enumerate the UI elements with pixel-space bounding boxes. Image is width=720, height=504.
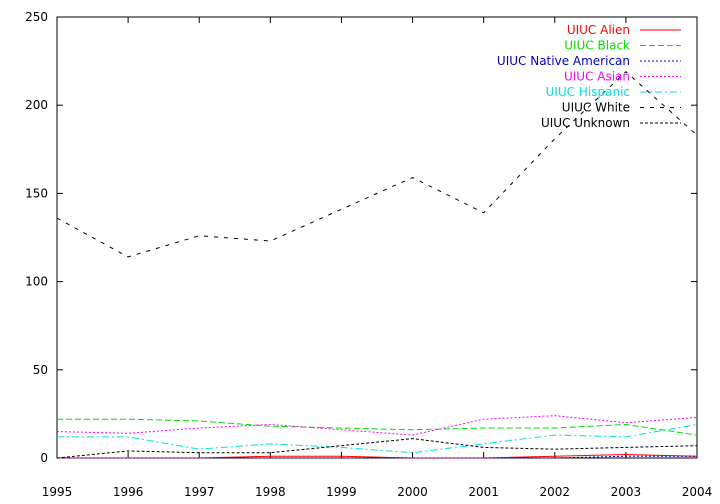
y-tick-label: 200 — [25, 98, 48, 112]
x-tick-label: 1997 — [184, 485, 215, 499]
series-lines — [56, 71, 698, 459]
legend-label: UIUC Unknown — [541, 116, 630, 130]
x-tick-label: 1995 — [42, 485, 73, 499]
axis-ticks: 1995 1996 1997 1998 1999 2000 2001 2002 2003 2004… — [25, 10, 712, 499]
legend-label: UIUC Alien — [567, 23, 630, 37]
legend-label: UIUC Black — [564, 39, 630, 53]
x-tick-label: 2003 — [611, 485, 642, 499]
x-tick-label: 2000 — [397, 485, 428, 499]
series-line-uiuc-alien — [57, 453, 698, 459]
y-tick-label: 50 — [33, 363, 48, 377]
series-line-uiuc-hispanic — [57, 423, 698, 454]
x-tick-label: 2004 — [682, 485, 713, 499]
series-line-uiuc-black — [57, 418, 698, 436]
series-line-uiuc-native-american — [57, 455, 697, 459]
series-line-uiuc-unknown — [56, 438, 698, 459]
x-tick-label: 2002 — [540, 485, 571, 499]
y-tick-label: 0 — [40, 451, 48, 465]
x-tick-label: 1998 — [255, 485, 286, 499]
legend-label: UIUC Hispanic — [546, 85, 630, 99]
legend-label: UIUC White — [562, 101, 630, 115]
y-tick-label: 100 — [25, 275, 48, 289]
legend-label: UIUC Native American — [497, 54, 630, 68]
x-tick-label: 2001 — [468, 485, 499, 499]
y-tick-label: 150 — [25, 186, 48, 200]
x-tick-label: 1996 — [113, 485, 144, 499]
x-tick-label: 1999 — [326, 485, 357, 499]
series-line-uiuc-asian — [56, 415, 698, 436]
legend-label: UIUC Asian — [564, 70, 630, 84]
y-tick-label: 250 — [25, 10, 48, 24]
series-line-uiuc-white — [56, 71, 698, 258]
